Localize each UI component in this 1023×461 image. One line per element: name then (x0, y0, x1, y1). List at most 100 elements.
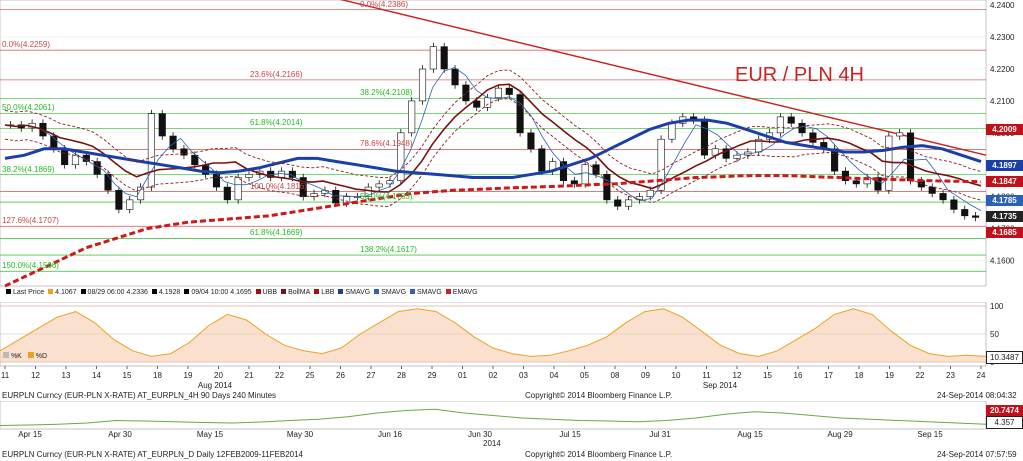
x-tick-label: 12 (31, 371, 40, 380)
candle-body (646, 189, 654, 197)
legend-text: 4.1928 (158, 289, 181, 296)
candle-body (429, 46, 437, 70)
stoch-d-line (0, 308, 987, 357)
daily-x-label: May 30 (287, 430, 314, 439)
legend-swatch (314, 289, 320, 294)
price-flag: 4.1735 (986, 211, 1023, 223)
sma-short-line (4, 66, 982, 211)
x-tick-label: 25 (306, 371, 315, 380)
stochastic-panel: 100500 %K %D 10.3487 (0, 302, 1023, 368)
x-tick-label: 19 (885, 371, 894, 380)
x-tick-label: 09 (641, 371, 650, 380)
x-tick-label: 24 (977, 371, 986, 380)
candle-body (603, 174, 611, 201)
candle-body (874, 177, 882, 191)
candle-body (473, 100, 481, 108)
stochastic-svg: 100500 (0, 302, 1004, 367)
y-tick-label: 4.2200 (990, 65, 1015, 74)
legend-text: LBB (321, 289, 335, 296)
candle-body (364, 186, 372, 197)
fib-label: 100.0%(4.1816) (250, 181, 307, 191)
candle-body (115, 189, 123, 210)
fib-label: 61.8%(4.2014) (250, 118, 303, 128)
candle-body (104, 174, 112, 191)
footer-4h-left: EURPLN Curncy (EUR-PLN X-RATE) AT_EURPLN… (2, 391, 277, 400)
x-tick-label: 18 (153, 371, 162, 380)
daily-flag-2: 4.357 (986, 416, 1023, 429)
legend-bar: Last Price 4.1067 08/29 06:00 4.2336 4.1928… (2, 289, 562, 299)
legend-text: Last Price (13, 289, 45, 296)
legend-swatch (80, 289, 86, 294)
candle-body (885, 135, 893, 191)
price-flag: 4.2009 (986, 123, 1023, 135)
candle-body (93, 161, 101, 175)
candle-body (386, 180, 394, 185)
candle-body (570, 180, 578, 185)
stoch-tick-label: 50 (990, 330, 999, 339)
candle-body (234, 177, 242, 201)
fib-label: 78.6%(4.1948) (360, 139, 413, 149)
legend-swatch (255, 289, 261, 294)
daily-x-label: Apr 15 (18, 430, 42, 439)
legend-text: SMAVG (381, 289, 407, 296)
daily-x-label: Jun 16 (378, 430, 403, 439)
fib-label: 50.0%(4.1783) (360, 192, 413, 202)
candle-body (375, 183, 383, 188)
legend-text: 4.1067 (55, 289, 77, 296)
legend-swatch (410, 289, 416, 294)
chart-title: EUR / PLN 4H (735, 64, 864, 86)
daily-x-label: Sep 15 (917, 430, 943, 439)
candle-body (559, 161, 568, 181)
daily-x-label: Aug 29 (827, 430, 853, 439)
candle-body (928, 186, 936, 194)
main-chart-panel: 4.24004.23004.22004.21004.20004.19004.18… (0, 0, 1023, 299)
legend-text: SMAVG (345, 289, 371, 296)
fib-label: 23.6%(4.2166) (250, 69, 303, 79)
footer-daily-left: EURPLN Curncy (EUR-PLN X-RATE) AT_EURPLN… (2, 450, 303, 459)
candle-body (831, 148, 839, 172)
candle-body (137, 186, 145, 201)
footer-daily-right: 24-Sep-2014 07:57:59 (937, 450, 1017, 459)
legend-swatch (374, 289, 380, 294)
x-tick-label: 29 (428, 371, 437, 380)
legend-text: 08/29 06:00 4.2336 (87, 289, 148, 296)
candle-body (180, 148, 188, 156)
candle-body (950, 199, 958, 210)
legend-swatch (184, 289, 190, 294)
x-tick-label: 15 (763, 371, 772, 380)
price-flag: 4.1897 (986, 159, 1023, 171)
candle-body (841, 170, 849, 181)
candle-body (516, 94, 524, 134)
legend-swatch (281, 289, 287, 294)
x-tick-label: 03 (519, 371, 528, 380)
candle-body (418, 68, 427, 102)
legend-text: SMAVG (417, 289, 442, 296)
candle-body (332, 189, 340, 204)
x-group-label: Aug 2014 (198, 381, 233, 390)
x-tick-label: 04 (550, 371, 559, 380)
stoch-area (0, 308, 986, 362)
legend-swatch (445, 289, 451, 294)
candle-body (191, 154, 199, 166)
x-tick-label: 20 (214, 371, 223, 380)
candle-body (505, 87, 513, 95)
footer-daily-center: Copyright© 2014 Bloomberg Finance L.P. (525, 450, 673, 459)
y-tick-label: 4.2400 (990, 1, 1015, 10)
candle-body (733, 154, 741, 159)
x-tick-label: 18 (855, 371, 864, 380)
x-tick-label: 21 (245, 371, 254, 380)
fib-label: 150.0%(4.1566) (2, 261, 59, 271)
candle-body (625, 199, 633, 207)
daily-svg: Apr 15 Apr 30 May 15 May 30 Jun 16 Jun 30 Jul … (0, 401, 987, 439)
lower-band-line (4, 98, 982, 207)
footer-4h: EURPLN Curncy (EUR-PLN X-RATE) AT_EURPLN… (0, 390, 1023, 401)
candle-body (592, 164, 600, 175)
x-tick-label: 23 (946, 371, 955, 380)
fib-label: 0.0%(4.2259) (2, 40, 51, 50)
daily-x-label: Apr 30 (108, 430, 132, 439)
legend-swatch (338, 289, 344, 294)
fib-label: 61.8%(4.1669) (250, 228, 303, 238)
x-axis-4h: 11 12 13 14 15 18 19 20 21 22 25 26 27 28 29 01 02 03 04 05… (0, 366, 1023, 390)
legend-text: EMAVG (452, 289, 478, 296)
x-tick-label: 26 (336, 371, 345, 380)
